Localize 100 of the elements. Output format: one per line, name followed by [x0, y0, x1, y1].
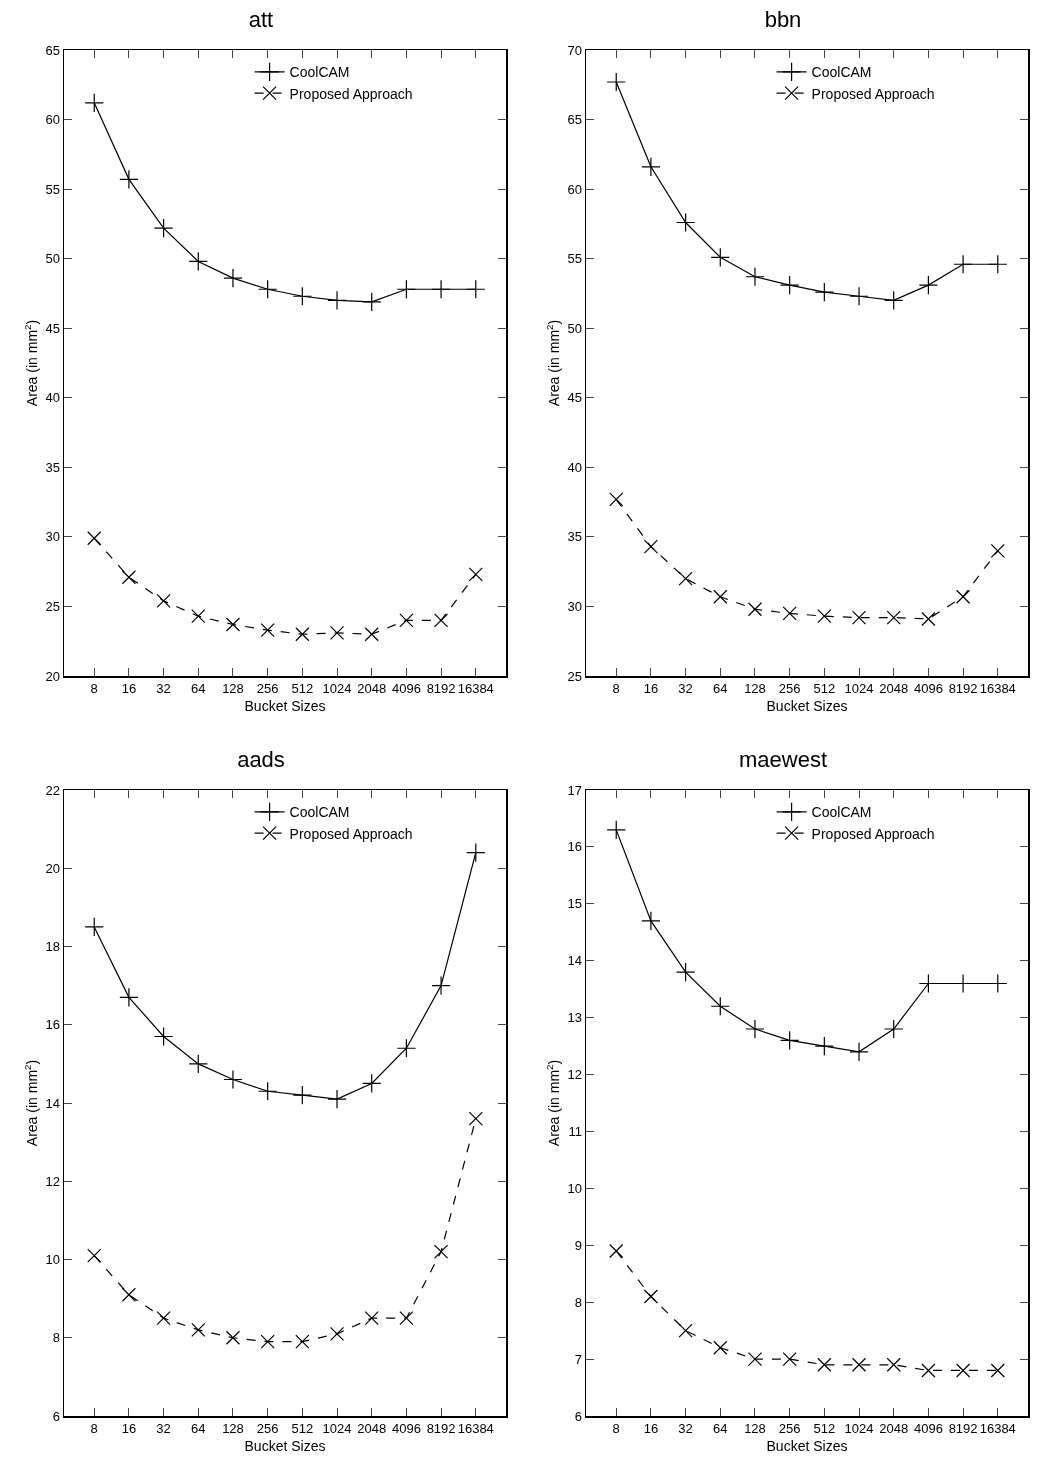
point: [851, 1357, 867, 1372]
y-tick-label: 60: [567, 181, 582, 197]
point: [953, 254, 973, 274]
y-tick-label: 65: [45, 42, 60, 58]
y-tick-label: 16: [567, 839, 582, 855]
x-tick-label: 16: [121, 681, 137, 697]
y-tick-label: 50: [45, 251, 60, 267]
y-tick-label: 25: [45, 598, 60, 614]
x-tick-label: 32: [156, 1421, 171, 1437]
y-tick-label: 45: [567, 390, 582, 406]
point: [609, 1243, 624, 1259]
point: [817, 1357, 832, 1372]
x-tick-label: 8192: [948, 681, 978, 697]
point: [295, 1334, 310, 1349]
point: [188, 251, 208, 272]
point: [918, 275, 939, 295]
x-tick-label: 2048: [357, 681, 387, 697]
y-tick-label: 15: [567, 896, 582, 912]
y-tick-label: 30: [567, 598, 582, 614]
point: [431, 279, 451, 299]
x-tick-label: 512: [813, 681, 836, 697]
x-tick-label: 128: [744, 1421, 766, 1437]
y-tick-label: 55: [45, 181, 60, 197]
point: [121, 1287, 137, 1302]
point: [87, 531, 102, 546]
point: [713, 1340, 728, 1355]
x-tick-label: 256: [778, 1421, 801, 1437]
x-tick-label: 2048: [357, 1421, 387, 1437]
y-tick-label: 14: [45, 1095, 60, 1111]
y-tick-label: 7: [574, 1351, 582, 1367]
y-tick-label: 16: [45, 1017, 60, 1033]
point: [191, 609, 206, 624]
point: [851, 610, 867, 625]
y-tick-label: 45: [45, 320, 60, 336]
point: [955, 1363, 971, 1378]
point: [817, 609, 832, 624]
point: [884, 290, 904, 311]
point: [710, 247, 730, 267]
y-tick-label: 18: [45, 939, 60, 955]
x-tick-label: 4096: [913, 681, 943, 697]
x-tick-label: 2048: [879, 1421, 909, 1437]
point: [188, 1054, 208, 1074]
point: [364, 1311, 379, 1326]
y-tick-label: 9: [574, 1237, 582, 1253]
x-tick-label: 512: [813, 1421, 836, 1437]
x-tick-label: 16: [643, 1421, 659, 1437]
point: [84, 93, 104, 113]
x-tick-label: 32: [156, 681, 171, 697]
y-tick-label: 30: [45, 529, 60, 545]
point: [362, 292, 382, 312]
x-tick-label: 512: [291, 681, 314, 697]
x-tick-label: 16384: [457, 681, 494, 697]
x-tick-label: 4096: [391, 681, 421, 697]
point: [257, 1081, 278, 1101]
point: [921, 611, 936, 627]
point: [745, 267, 765, 287]
x-tick-label: 256: [256, 1421, 279, 1437]
legend-label: CoolCAM: [811, 804, 872, 821]
legend-label: CoolCAM: [289, 804, 350, 821]
point: [292, 1085, 313, 1105]
x-tick-label: 16384: [979, 681, 1016, 697]
x-tick-label: 512: [291, 1421, 314, 1437]
y-tick-label: 8: [52, 1330, 60, 1346]
y-tick-label: 40: [45, 390, 60, 406]
point: [814, 1036, 835, 1056]
point: [260, 622, 275, 638]
x-tick-label: 8: [90, 681, 98, 697]
x-tick-label: 8192: [426, 681, 456, 697]
point: [886, 1357, 901, 1372]
x-tick-label: 1024: [322, 1421, 352, 1437]
point: [191, 1322, 206, 1338]
x-axis-title: Bucket Sizes: [766, 698, 848, 715]
x-axis-title: Bucket Sizes: [244, 698, 326, 715]
point: [678, 571, 693, 586]
y-tick-label: 10: [567, 1180, 582, 1196]
point: [225, 617, 241, 632]
y-tick-label: 13: [567, 1010, 582, 1026]
x-tick-label: 16384: [979, 1421, 1016, 1437]
x-tick-label: 16384: [457, 1421, 494, 1437]
legend-label: Proposed Approach: [289, 825, 413, 842]
x-tick-label: 128: [222, 1421, 244, 1437]
point: [433, 1244, 449, 1259]
point: [779, 1030, 800, 1051]
point: [641, 157, 661, 177]
point: [643, 539, 659, 554]
y-tick-label: 35: [567, 529, 582, 545]
y-tick-label: 6: [574, 1408, 582, 1424]
y-tick-label: 6: [52, 1408, 60, 1424]
point: [399, 613, 414, 628]
point: [713, 589, 728, 604]
point: [295, 627, 310, 642]
point: [466, 279, 486, 299]
y-tick-label: 12: [45, 1173, 60, 1189]
x-tick-label: 8: [612, 681, 620, 697]
point: [849, 286, 869, 306]
x-tick-label: 32: [678, 681, 693, 697]
point: [747, 1351, 763, 1367]
y-tick-label: 12: [567, 1067, 582, 1083]
y-tick-label: 60: [45, 112, 60, 128]
point: [468, 567, 483, 582]
